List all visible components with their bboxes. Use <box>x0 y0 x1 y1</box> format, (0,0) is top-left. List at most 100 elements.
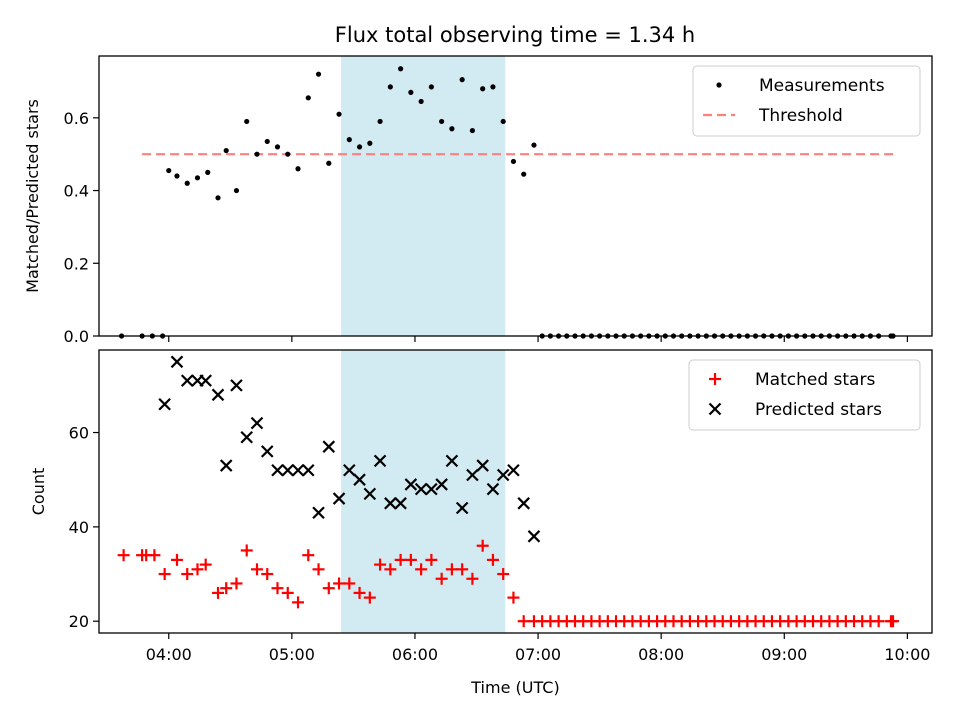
data-point <box>174 173 180 179</box>
data-point <box>254 151 260 157</box>
data-point <box>281 586 294 599</box>
data-point <box>260 445 274 458</box>
data-point <box>250 416 264 430</box>
data-point <box>531 142 537 148</box>
data-point <box>490 84 496 90</box>
x-tick-label: 10:00 <box>884 645 930 664</box>
x-tick-label: 08:00 <box>638 645 684 664</box>
data-point <box>414 482 428 496</box>
data-point <box>408 89 414 95</box>
data-point <box>445 454 459 468</box>
data-point <box>271 463 284 477</box>
legend-marker <box>709 373 721 385</box>
legend-label: Predicted stars <box>755 400 882 420</box>
data-point-b <box>240 430 254 444</box>
data-point <box>240 544 253 557</box>
y-tick-label: 20 <box>69 612 89 631</box>
data-point <box>322 582 335 595</box>
data-point <box>312 563 325 576</box>
data-point <box>261 568 274 581</box>
data-point <box>521 171 527 177</box>
data-point <box>384 497 397 510</box>
data-point <box>486 482 500 496</box>
data-point-b <box>404 478 418 491</box>
data-point <box>404 553 417 566</box>
data-point <box>466 572 479 585</box>
data-point-b <box>281 463 295 477</box>
data-point-b <box>332 492 346 505</box>
data-point-b <box>180 374 194 387</box>
data-point <box>181 568 194 581</box>
data-point <box>199 558 212 571</box>
series-predicted-stars <box>158 355 541 543</box>
data-point <box>301 463 315 477</box>
y-tick-label: 40 <box>69 518 89 537</box>
data-point <box>517 615 530 628</box>
data-point <box>455 501 469 515</box>
data-point <box>191 563 204 576</box>
data-point-b <box>230 379 243 392</box>
data-point <box>332 492 346 505</box>
y-tick-label: 60 <box>69 424 89 443</box>
data-point <box>373 454 387 468</box>
data-point-b <box>435 478 448 491</box>
y-axis-label: Count <box>29 468 48 516</box>
data-point-b <box>271 463 284 477</box>
x-tick-label: 09:00 <box>761 645 807 664</box>
data-point <box>302 549 315 562</box>
data-point <box>497 568 510 581</box>
data-point <box>517 497 530 510</box>
data-point-b <box>158 397 171 411</box>
data-point <box>315 71 322 77</box>
data-point-b <box>496 468 510 482</box>
data-point <box>394 497 407 510</box>
data-point-b <box>363 487 377 501</box>
data-point <box>158 397 171 411</box>
data-point <box>343 463 356 477</box>
x-tick-label: 05:00 <box>269 645 315 664</box>
data-point <box>148 549 161 562</box>
data-point-b <box>312 506 325 520</box>
shaded-region <box>341 56 506 336</box>
data-point <box>211 388 225 402</box>
legend-box <box>692 65 921 137</box>
axes-frame <box>98 55 933 337</box>
data-point <box>180 374 194 387</box>
data-point-b <box>301 463 315 477</box>
data-point <box>507 463 520 477</box>
data-point <box>336 111 342 117</box>
data-point <box>445 563 458 576</box>
y-axis-label: Matched/Predicted stars <box>23 99 42 293</box>
data-point-b <box>373 454 387 468</box>
data-point-b <box>211 388 225 402</box>
x-tick-label: 04:00 <box>146 645 192 664</box>
data-point <box>264 138 270 145</box>
data-point <box>418 98 424 105</box>
data-point <box>456 563 469 576</box>
data-point <box>170 553 183 566</box>
data-point <box>377 118 383 125</box>
y-tick-label: 0.6 <box>64 109 89 128</box>
data-point-b <box>260 445 274 458</box>
data-point <box>363 591 376 604</box>
data-point <box>374 558 387 571</box>
data-point <box>346 137 352 143</box>
data-point <box>449 126 455 132</box>
data-point <box>476 539 489 552</box>
legend: Matched stars Predicted stars <box>688 359 921 431</box>
data-point <box>887 615 900 628</box>
data-point <box>244 118 250 125</box>
data-point <box>469 127 476 134</box>
data-point <box>356 144 363 150</box>
data-point <box>170 355 184 369</box>
legend-label: Measurements <box>759 76 885 96</box>
chart-title: Flux total observing time = 1.34 h <box>335 23 695 47</box>
data-point-b <box>476 459 489 472</box>
data-point <box>394 553 407 566</box>
data-point <box>291 463 305 477</box>
bottom-panel: 20 40 60 04:00 05:00 06:00 07:00 08:00 09:00 10:0… <box>29 349 933 697</box>
legend-marker <box>716 82 722 88</box>
data-point <box>212 586 224 599</box>
legend: Measurements Threshold <box>692 65 921 137</box>
data-point <box>527 530 541 543</box>
